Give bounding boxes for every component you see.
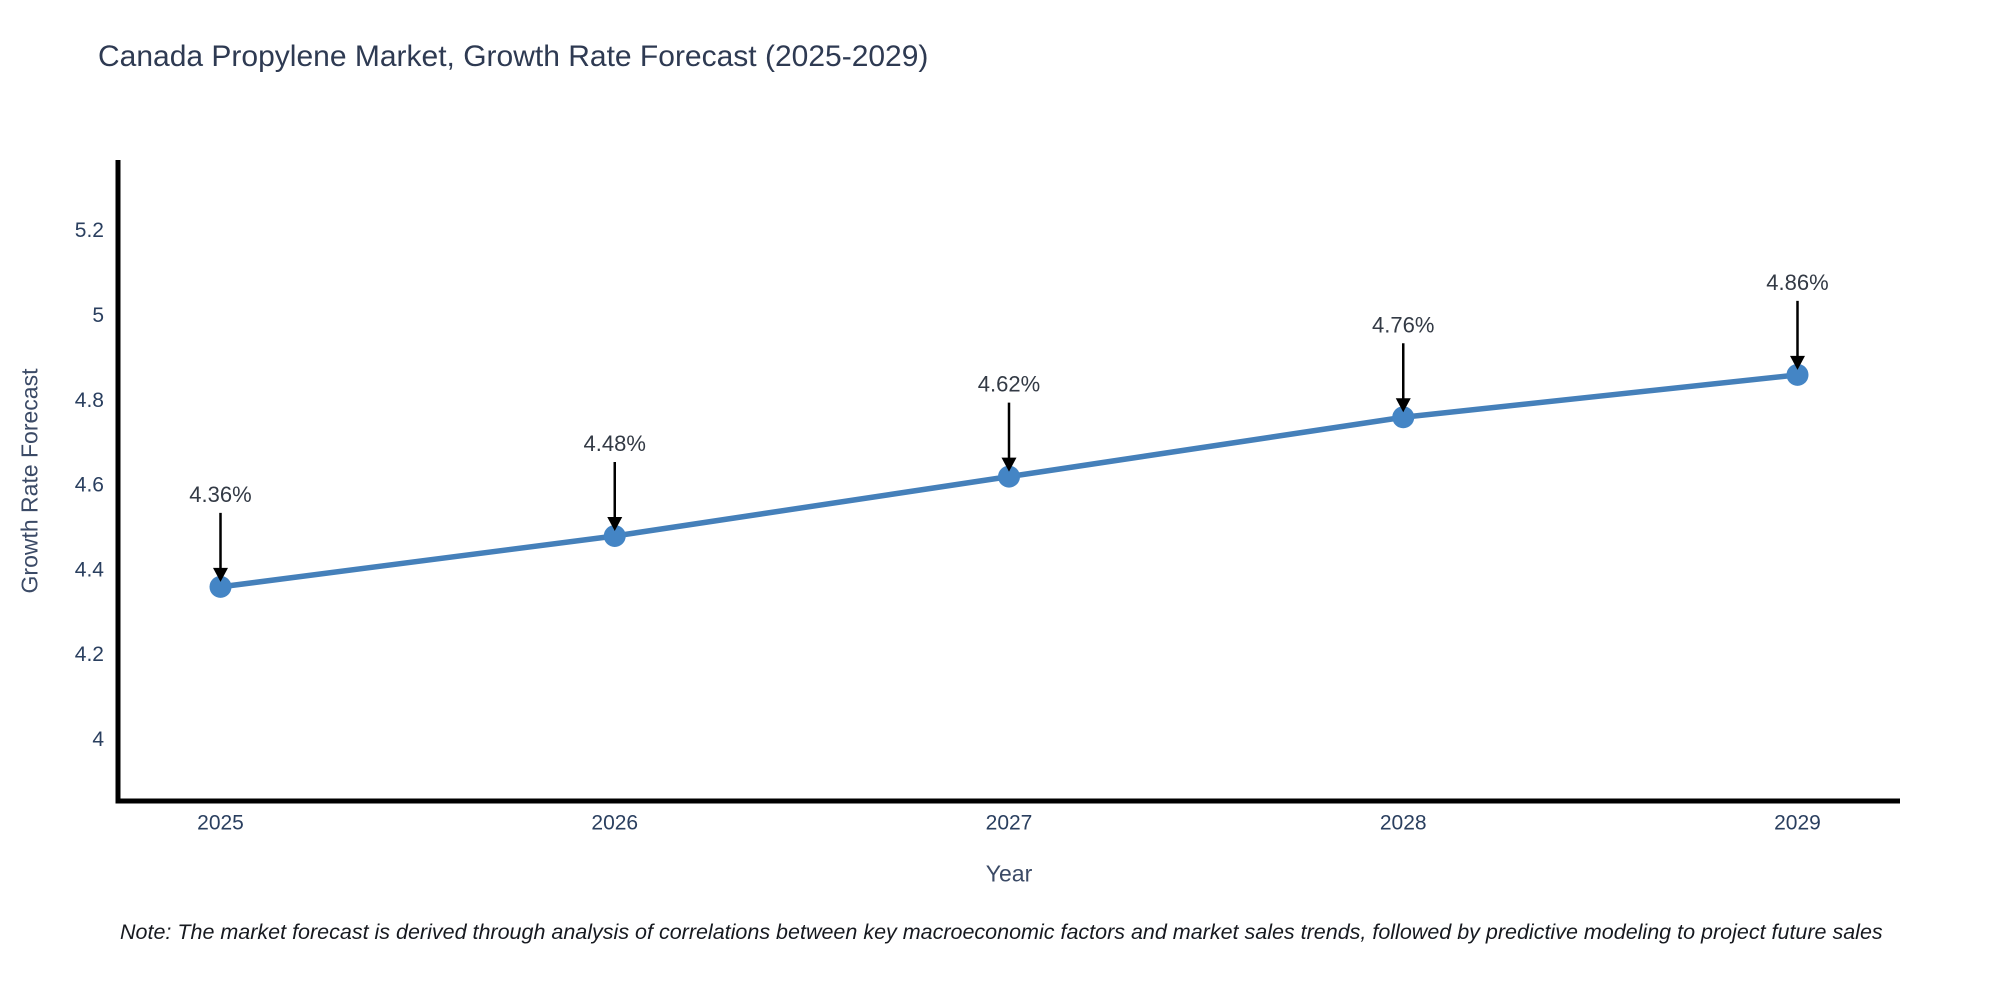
annotation-arrow-head (1395, 398, 1411, 413)
annotation-arrow-head (1001, 457, 1017, 472)
data-point-label: 4.86% (1766, 270, 1828, 295)
y-tick-label: 4.8 (75, 389, 104, 412)
data-point-marker (209, 575, 232, 598)
y-tick-label: 5 (92, 304, 104, 327)
x-tick-label: 2028 (1380, 812, 1427, 835)
data-point-marker (998, 465, 1020, 488)
chart-title: Canada Propylene Market, Growth Rate For… (98, 40, 929, 73)
y-tick-label: 4 (92, 728, 104, 751)
y-tick-label: 4.6 (75, 474, 104, 497)
chart-footnote: Note: The market forecast is derived thr… (120, 920, 1883, 944)
y-tick-label: 5.2 (75, 219, 104, 242)
x-tick-label: 2029 (1774, 812, 1821, 835)
y-tick-label: 4.2 (75, 643, 104, 666)
y-tick-label: 4.4 (75, 558, 105, 581)
data-point-marker (1392, 406, 1415, 429)
data-point-label: 4.48% (584, 431, 646, 456)
annotation-arrow-head (607, 516, 623, 531)
data-point-label: 4.36% (189, 482, 251, 507)
data-point-label: 4.62% (978, 372, 1040, 397)
annotation-arrow-head (1789, 355, 1805, 370)
x-axis-title: Year (985, 860, 1033, 887)
data-point-label: 4.76% (1372, 312, 1434, 337)
annotation-arrow-head (213, 567, 229, 582)
data-point-marker (1786, 363, 1809, 386)
x-tick-label: 2025 (197, 812, 244, 835)
x-tick-label: 2026 (591, 812, 638, 835)
data-point-marker (603, 524, 626, 547)
x-tick-label: 2027 (986, 812, 1033, 835)
